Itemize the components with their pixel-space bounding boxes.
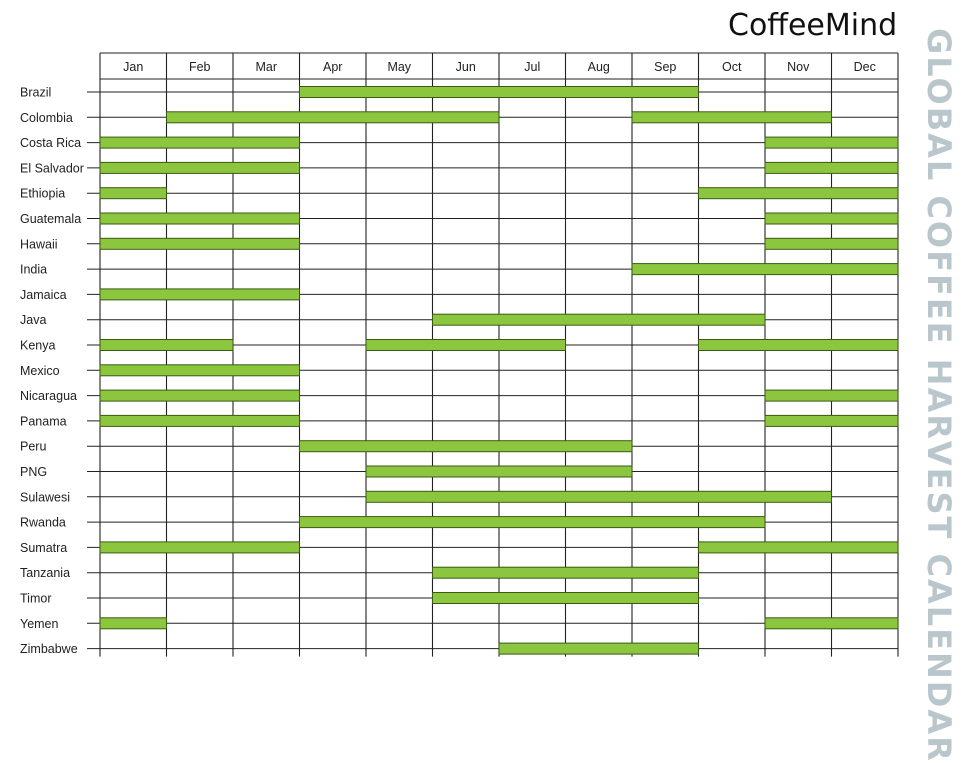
harvest-bar — [99, 288, 300, 301]
harvest-bar — [698, 187, 899, 200]
country-label: Sumatra — [20, 541, 67, 555]
country-label: PNG — [20, 465, 47, 479]
harvest-bar — [365, 339, 566, 351]
harvest-bar — [166, 111, 500, 124]
harvest-bar — [764, 414, 899, 427]
harvest-bar — [299, 86, 699, 98]
harvest-bars — [99, 86, 899, 655]
harvest-bar — [99, 136, 300, 149]
month-label: Apr — [323, 60, 342, 74]
month-label: Jun — [456, 60, 476, 74]
month-labels: Jan Feb Mar Apr May Jun Jul Aug Sep Oct Nov Dec — [123, 60, 876, 74]
month-label: Oct — [722, 60, 742, 74]
harvest-bar — [99, 187, 167, 200]
country-label: Kenya — [20, 339, 55, 353]
country-label: Brazil — [20, 86, 51, 100]
country-label: Java — [20, 313, 46, 327]
harvest-bar — [698, 541, 899, 554]
country-label: Jamaica — [20, 288, 67, 302]
harvest-bar — [698, 339, 899, 351]
harvest-bar — [764, 136, 899, 149]
harvest-bar — [631, 111, 832, 124]
country-label: Colombia — [20, 111, 73, 125]
harvest-bar — [99, 541, 300, 554]
harvest-bar — [99, 617, 167, 630]
harvest-bar — [299, 516, 766, 529]
harvest-bar — [99, 389, 300, 402]
harvest-bar — [99, 212, 300, 225]
country-label: Costa Rica — [20, 136, 81, 150]
month-label: Jan — [123, 60, 143, 74]
harvest-bar — [365, 490, 832, 503]
country-label: Hawaii — [20, 237, 58, 251]
country-label: Peru — [20, 440, 46, 454]
harvest-bar — [764, 237, 899, 250]
country-label: Zimbabwe — [20, 642, 78, 656]
month-label: Sep — [654, 60, 676, 74]
country-label: Mexico — [20, 364, 60, 378]
month-label: Feb — [189, 60, 211, 74]
harvest-bar — [764, 212, 899, 225]
country-label: El Salvador — [20, 161, 84, 175]
country-label: Rwanda — [20, 516, 66, 530]
harvest-bar — [99, 161, 300, 174]
harvest-bar — [99, 414, 300, 427]
harvest-bar — [498, 642, 699, 655]
harvest-bar — [432, 592, 699, 604]
country-label: Guatemala — [20, 212, 81, 226]
month-label: Nov — [787, 60, 810, 74]
country-label: Timor — [20, 592, 51, 606]
country-labels: Brazil Colombia Costa Rica El Salvador Ethio… — [20, 86, 84, 657]
harvest-bar — [299, 440, 633, 453]
harvest-bar — [764, 617, 899, 630]
country-label: Ethiopia — [20, 187, 65, 201]
country-label: Nicaragua — [20, 389, 77, 403]
coffeemind-logo: CoffeeMind — [728, 8, 898, 43]
month-label: May — [387, 60, 411, 74]
month-label: Mar — [255, 60, 277, 74]
harvest-bar — [365, 465, 633, 478]
harvest-bar — [99, 339, 234, 351]
country-label: Yemen — [20, 617, 59, 631]
harvest-bar — [764, 389, 899, 402]
harvest-bar — [99, 364, 300, 377]
chart-title: GLOBAL COFFEE HARVEST CALENDAR — [920, 28, 958, 763]
harvest-bar — [432, 566, 699, 579]
month-label: Aug — [588, 60, 610, 74]
harvest-bar — [631, 263, 899, 276]
country-label: Sulawesi — [20, 490, 70, 504]
month-label: Jul — [524, 60, 540, 74]
harvest-bar — [99, 237, 300, 250]
harvest-calendar-chart: Jan Feb Mar Apr May Jun Jul Aug Sep Oct Nov Dec Bra… — [20, 52, 899, 657]
country-label: Panama — [20, 414, 67, 428]
harvest-bar — [432, 313, 766, 326]
harvest-bar — [764, 161, 899, 174]
country-label: India — [20, 263, 47, 277]
month-label: Dec — [854, 60, 876, 74]
country-label: Tanzania — [20, 566, 70, 580]
